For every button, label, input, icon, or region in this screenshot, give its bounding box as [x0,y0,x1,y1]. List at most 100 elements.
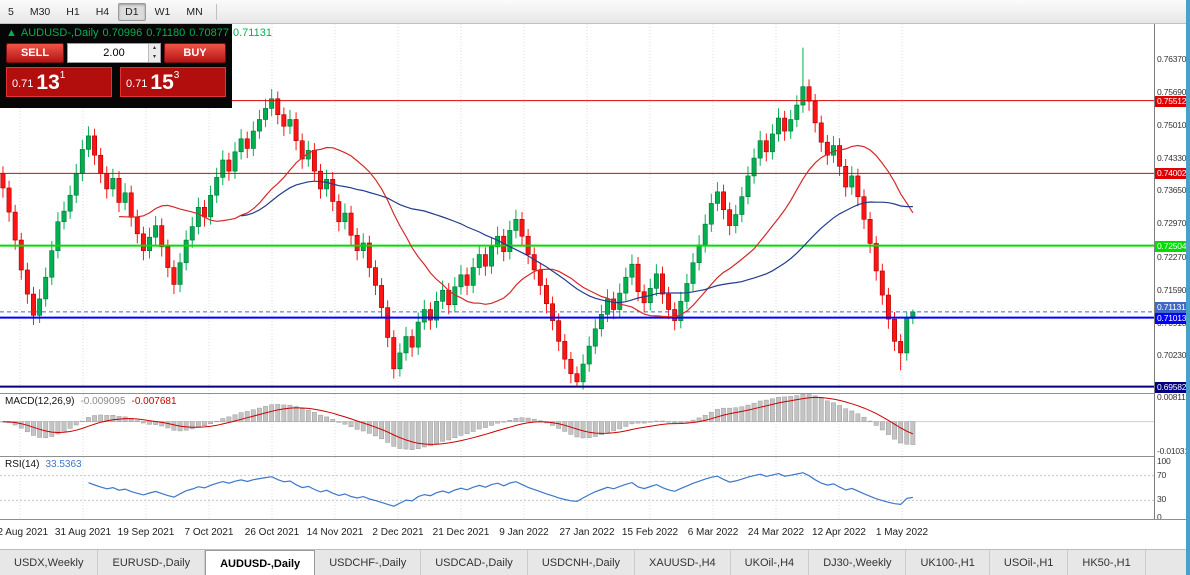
tab-eurusd-daily[interactable]: EURUSD-,Daily [98,550,206,575]
tab-xauusd-h4[interactable]: XAUUSD-,H4 [635,550,731,575]
buy-price-prefix: 0.71 [126,78,148,90]
tab-uk100-h1[interactable]: UK100-,H1 [906,550,990,575]
tab-usdcnh-daily[interactable]: USDCNH-,Daily [528,550,636,575]
price-tick: 0.73650 [1157,185,1187,196]
sell-button[interactable]: SELL [6,43,64,63]
volume-down-button[interactable]: ▾ [152,54,156,60]
one-click-trading-panel: ▲ AUDUSD-,Daily 0.70996 0.71180 0.70877 0.711… [0,24,272,108]
timeframe-button-h1[interactable]: H1 [66,5,80,18]
volume-up-button[interactable]: ▴ [152,45,156,51]
date-label: 9 Jan 2022 [499,527,549,538]
macd-main-value: -0.009095 [80,396,126,407]
date-label: 1 May 2022 [875,527,929,538]
date-label: 21 Dec 2021 [432,527,490,538]
timeframe-button-w1[interactable]: W1 [154,5,171,18]
ohlc-close: 0.71131 [233,27,272,39]
price-tick: 0.70230 [1157,350,1187,361]
ohlc-high: 0.71180 [146,27,186,39]
chart-tab-bar: USDX,Weekly EURUSD-,Daily AUDUSD-,Daily USD… [0,549,1186,575]
tab-usoil-h1[interactable]: USOil-,H1 [990,550,1069,575]
price-tick: 0.72970 [1157,218,1187,229]
date-label: 27 Jan 2022 [559,527,615,538]
rsi-plot [0,457,1154,519]
timeframe-button-m30[interactable]: M30 [29,5,51,18]
date-axis[interactable]: 12 Aug 2021 31 Aug 2021 19 Sep 2021 7 Oct 2… [0,519,1190,550]
candles [0,47,916,390]
price-level-badge: 0.75512 [1155,95,1187,107]
ohlc-low: 0.70877 [189,27,229,39]
sell-price-big-digits: 13 [36,71,60,94]
date-label: 6 Mar 2022 [687,527,739,538]
rsi-line [88,472,913,507]
chart-title: ▲ AUDUSD-,Daily 0.70996 0.71180 0.70877 0.711… [0,24,272,41]
date-label: 7 Oct 2021 [184,527,234,538]
date-label: 2 Dec 2021 [372,527,424,538]
rsi-value: 33.5363 [45,459,82,470]
tab-usdcad-daily[interactable]: USDCAD-,Daily [421,550,528,575]
timeframe-button-h4[interactable]: H4 [95,5,110,18]
tab-usdx-weekly[interactable]: USDX,Weekly [0,550,99,575]
macd-plot [0,394,1154,456]
toolbar-separator [215,3,217,20]
candlestick-plot [0,24,1154,392]
price-tick: 0.76370 [1157,54,1187,65]
price-tick: 0.75010 [1157,119,1187,130]
tab-hk50-h1[interactable]: HK50-,H1 [1068,550,1146,575]
price-tick: 0.72270 [1157,251,1187,262]
symbol-marker-icon: ▲ [6,27,17,39]
rsi-axis-label: 100 [1157,456,1171,466]
date-label: 12 Apr 2022 [812,527,866,538]
chart-symbol: AUDUSD-,Daily [20,27,99,39]
timeframe-button-5[interactable]: 5 [8,5,14,18]
buy-button[interactable]: BUY [164,43,226,63]
buy-price-big-digits: 15 [150,71,174,94]
rsi-label: RSI(14) 33.5363 [5,459,82,470]
macd-axis-label: -0.01031 [1157,445,1187,456]
price-level-badge: 0.72504 [1155,240,1187,252]
timeframe-button-d1[interactable]: D1 [118,2,146,21]
volume-value: 2.00 [103,47,125,59]
timeframe-button-mn[interactable]: MN [186,5,203,18]
volume-input[interactable]: 2.00 ▴ ▾ [67,43,161,63]
rsi-axis-label: 70 [1157,469,1167,480]
rsi-axis-label: 0 [1157,512,1162,519]
price-tick: 0.71590 [1157,284,1187,295]
price-chart-panel: ▲ AUDUSD-,Daily 0.70996 0.71180 0.70877 0.711… [0,24,1154,392]
date-label: 26 Oct 2021 [244,527,300,538]
price-level-badge: 0.74002 [1155,168,1187,180]
price-level-badge: 0.71013 [1155,312,1187,324]
macd-signal-line [3,396,914,445]
sell-price-prefix: 0.71 [12,78,34,90]
tab-audusd-daily[interactable]: AUDUSD-,Daily [205,550,316,575]
timeframe-toolbar: 5 M30 H1 H4 D1 W1 MN [0,0,1190,24]
price-tick: 0.75690 [1157,87,1187,97]
buy-price-pipette: 3 [173,70,180,81]
ma-fast-line [119,144,914,318]
sell-price-pipette: 1 [59,70,66,81]
rsi-axis-label: 30 [1157,494,1167,505]
price-axis[interactable]: 0.76370 0.75690 0.75010 0.74330 0.73650 0.729… [1154,24,1187,519]
ma-slow-line [241,180,913,304]
macd-indicator-panel: MACD(12,26,9) -0.009095 -0.007681 [0,393,1154,456]
volume-spinner: ▴ ▾ [148,44,160,62]
sell-price-display[interactable]: 0.71 13 1 [6,67,112,97]
rsi-indicator-panel: RSI(14) 33.5363 [0,456,1154,519]
window-edge-strip [1186,0,1190,575]
quote-prices-row: 0.71 13 1 0.71 15 3 [6,67,226,97]
macd-signal-value: -0.007681 [131,396,177,407]
macd-label: MACD(12,26,9) -0.009095 -0.007681 [5,396,177,407]
price-tick: 0.74330 [1157,152,1187,163]
date-label: 24 Mar 2022 [747,527,805,538]
date-label: 14 Nov 2021 [306,527,364,538]
horizontal-level-lines [0,100,1154,388]
order-controls-row: SELL 2.00 ▴ ▾ BUY [6,43,226,63]
tab-dj30-weekly[interactable]: DJ30-,Weekly [809,550,907,575]
price-level-badge: 0.69582 [1155,381,1187,393]
tab-ukoil-h4[interactable]: UKOil-,H4 [731,550,810,575]
buy-price-display[interactable]: 0.71 15 3 [120,67,226,97]
tab-usdchf-daily[interactable]: USDCHF-,Daily [315,550,422,575]
ohlc-open: 0.70996 [102,27,143,39]
macd-axis-label: 0.00811 [1157,392,1186,403]
date-label: 15 Feb 2022 [621,527,679,538]
